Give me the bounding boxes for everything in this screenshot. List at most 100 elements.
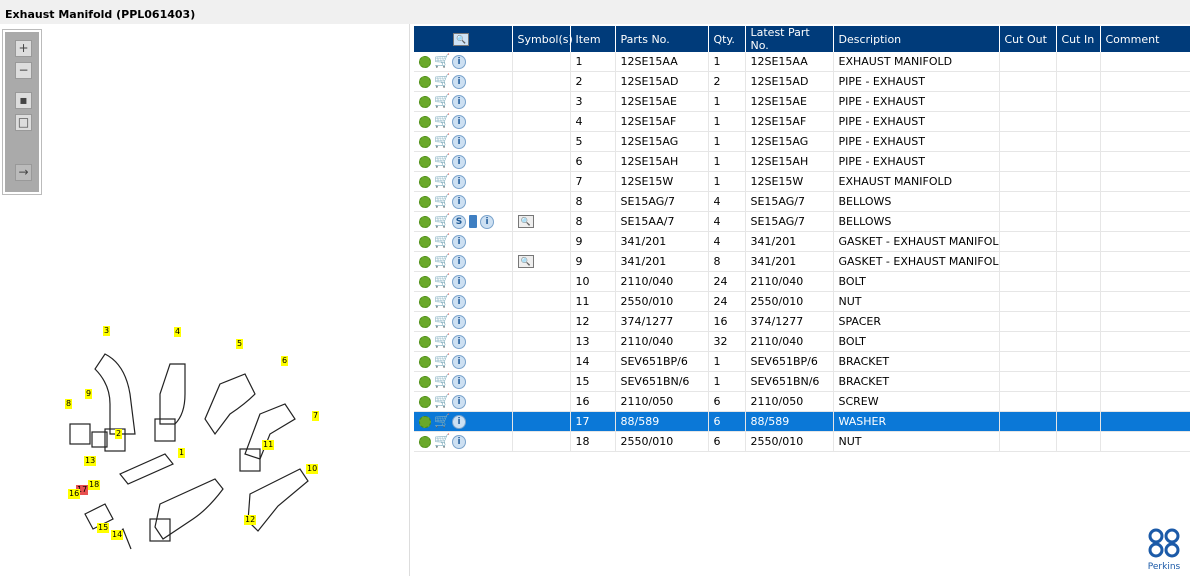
toggle-panel-icon[interactable]: → (15, 164, 32, 181)
callout-7[interactable]: 7 (312, 411, 320, 421)
column-header-2[interactable]: Item (570, 26, 616, 52)
table-row[interactable]: 🛒 i 7 12SE15W 1 12SE15W EXHAUST MANIFOLD (414, 171, 1190, 192)
info-icon[interactable]: i (452, 154, 466, 169)
search-icon[interactable]: 🔍 (453, 32, 470, 46)
callout-15[interactable]: 15 (97, 523, 110, 533)
cart-icon[interactable]: 🛒 (434, 133, 451, 149)
info-icon[interactable]: i (452, 114, 466, 129)
cart-icon[interactable]: 🛒 (434, 213, 451, 229)
magnifier-book-icon[interactable]: 🔍 (517, 215, 534, 229)
callout-11[interactable]: 11 (262, 440, 275, 450)
gear-icon[interactable] (419, 235, 431, 248)
exploded-diagram[interactable] (60, 324, 340, 574)
column-header-4[interactable]: Qty. (708, 26, 746, 52)
info-icon[interactable]: i (452, 74, 466, 89)
cart-icon[interactable]: 🛒 (434, 113, 451, 129)
info-icon[interactable]: i (452, 234, 466, 249)
callout-3[interactable]: 3 (103, 326, 111, 336)
column-header-6[interactable]: Description (833, 26, 1000, 52)
column-header-8[interactable]: Cut In (1056, 26, 1101, 52)
gear-icon[interactable] (419, 255, 431, 268)
diagram-panel[interactable]: + − ▪ □ → 3 4 5 6 7 8 9 2 1 13 18 17 16 15 14 11 10 12 (0, 24, 410, 576)
callout-14[interactable]: 14 (111, 530, 124, 540)
gear-icon[interactable] (419, 135, 431, 148)
gear-icon[interactable] (419, 395, 431, 408)
gear-icon[interactable] (419, 335, 431, 348)
book-icon[interactable] (469, 215, 477, 228)
info-icon[interactable]: i (452, 374, 466, 389)
gear-icon[interactable] (419, 95, 431, 108)
info-icon[interactable]: i (452, 254, 466, 269)
info-icon[interactable]: i (452, 134, 466, 149)
info-icon[interactable]: i (452, 174, 466, 189)
info-icon[interactable]: i (452, 394, 466, 409)
cart-icon[interactable]: 🛒 (434, 353, 451, 369)
callout-13[interactable]: 13 (84, 456, 97, 466)
table-row[interactable]: 🛒 i 9 341/201 4 341/201 GASKET - EXHAUST MA… (414, 231, 1190, 252)
cart-icon[interactable]: 🛒 (434, 313, 451, 329)
gear-icon[interactable] (419, 175, 431, 188)
table-row[interactable]: 🛒 i 17 88/589 6 88/589 WASHER (414, 411, 1190, 432)
gear-icon[interactable] (419, 215, 431, 228)
table-row[interactable]: 🛒 i 11 2550/010 24 2550/010 NUT (414, 291, 1190, 312)
cart-icon[interactable]: 🛒 (434, 53, 451, 69)
cart-icon[interactable]: 🛒 (434, 93, 451, 109)
table-row[interactable]: 🛒 i 14 SEV651BP/6 1 SEV651BP/6 BRACKET (414, 351, 1190, 372)
table-row[interactable]: 🛒 i 4 12SE15AF 1 12SE15AF PIPE - EXHAUST (414, 111, 1190, 132)
table-row[interactable]: 🛒 i 2 12SE15AD 2 12SE15AD PIPE - EXHAUST (414, 71, 1190, 92)
info-icon[interactable]: i (452, 354, 466, 369)
callout-9[interactable]: 9 (85, 389, 93, 399)
cart-icon[interactable]: 🛒 (434, 293, 451, 309)
table-row[interactable]: 🛒 i 10 2110/040 24 2110/040 BOLT (414, 271, 1190, 292)
cart-icon[interactable]: 🛒 (434, 173, 451, 189)
cart-icon[interactable]: 🛒 (434, 73, 451, 89)
gear-icon[interactable] (419, 435, 431, 448)
cart-icon[interactable]: 🛒 (434, 193, 451, 209)
info-icon[interactable]: i (452, 194, 466, 209)
table-row[interactable]: 🛒 i 5 12SE15AG 1 12SE15AG PIPE - EXHAUST (414, 131, 1190, 152)
zoom-out-icon[interactable]: − (15, 62, 32, 79)
gear-icon[interactable] (419, 115, 431, 128)
gear-icon[interactable] (419, 275, 431, 288)
gear-icon[interactable] (419, 195, 431, 208)
callout-16[interactable]: 16 (68, 489, 81, 499)
s-icon[interactable]: S (452, 214, 466, 229)
column-header-9[interactable]: Comment (1100, 26, 1190, 52)
gear-icon[interactable] (419, 315, 431, 328)
magnifier-book-icon[interactable]: 🔍 (517, 255, 534, 269)
table-row[interactable]: 🛒 i 15 SEV651BN/6 1 SEV651BN/6 BRACKET (414, 371, 1190, 392)
cart-icon[interactable]: 🛒 (434, 233, 451, 249)
column-header-0[interactable]: 🔍 (414, 26, 513, 52)
info-icon[interactable]: i (452, 294, 466, 309)
info-icon[interactable]: i (452, 314, 466, 329)
callout-10[interactable]: 10 (306, 464, 319, 474)
cart-icon[interactable]: 🛒 (434, 273, 451, 289)
info-icon[interactable]: i (480, 214, 494, 229)
table-row[interactable]: 🛒 i 8 SE15AG/7 4 SE15AG/7 BELLOWS (414, 191, 1190, 212)
callout-6[interactable]: 6 (281, 356, 289, 366)
info-icon[interactable]: i (452, 274, 466, 289)
callout-5[interactable]: 5 (236, 339, 244, 349)
table-row[interactable]: 🛒 i 1 12SE15AA 1 12SE15AA EXHAUST MANIFOLD (414, 52, 1190, 72)
fit-window-icon[interactable]: □ (15, 114, 32, 131)
callout-4[interactable]: 4 (174, 327, 182, 337)
info-icon[interactable]: i (452, 94, 466, 109)
column-header-3[interactable]: Parts No. (615, 26, 709, 52)
gear-icon[interactable] (419, 415, 431, 428)
info-icon[interactable]: i (452, 434, 466, 449)
gear-icon[interactable] (419, 75, 431, 88)
column-header-5[interactable]: Latest Part No. (745, 26, 834, 52)
callout-2[interactable]: 2 (115, 429, 123, 439)
table-row[interactable]: 🛒 i 12 374/1277 16 374/1277 SPACER (414, 311, 1190, 332)
callout-12[interactable]: 12 (244, 515, 257, 525)
info-icon[interactable]: i (452, 54, 466, 69)
cart-icon[interactable]: 🛒 (434, 393, 451, 409)
table-row[interactable]: 🛒 i 6 12SE15AH 1 12SE15AH PIPE - EXHAUST (414, 151, 1190, 172)
table-row[interactable]: 🛒 i 13 2110/040 32 2110/040 BOLT (414, 331, 1190, 352)
callout-1[interactable]: 1 (178, 448, 186, 458)
gear-icon[interactable] (419, 355, 431, 368)
table-row[interactable]: 🛒 i 16 2110/050 6 2110/050 SCREW (414, 391, 1190, 412)
table-row[interactable]: 🛒 i 🔍 9 341/201 8 341/201 GASKET - EXHAUST M… (414, 251, 1190, 272)
gear-icon[interactable] (419, 295, 431, 308)
